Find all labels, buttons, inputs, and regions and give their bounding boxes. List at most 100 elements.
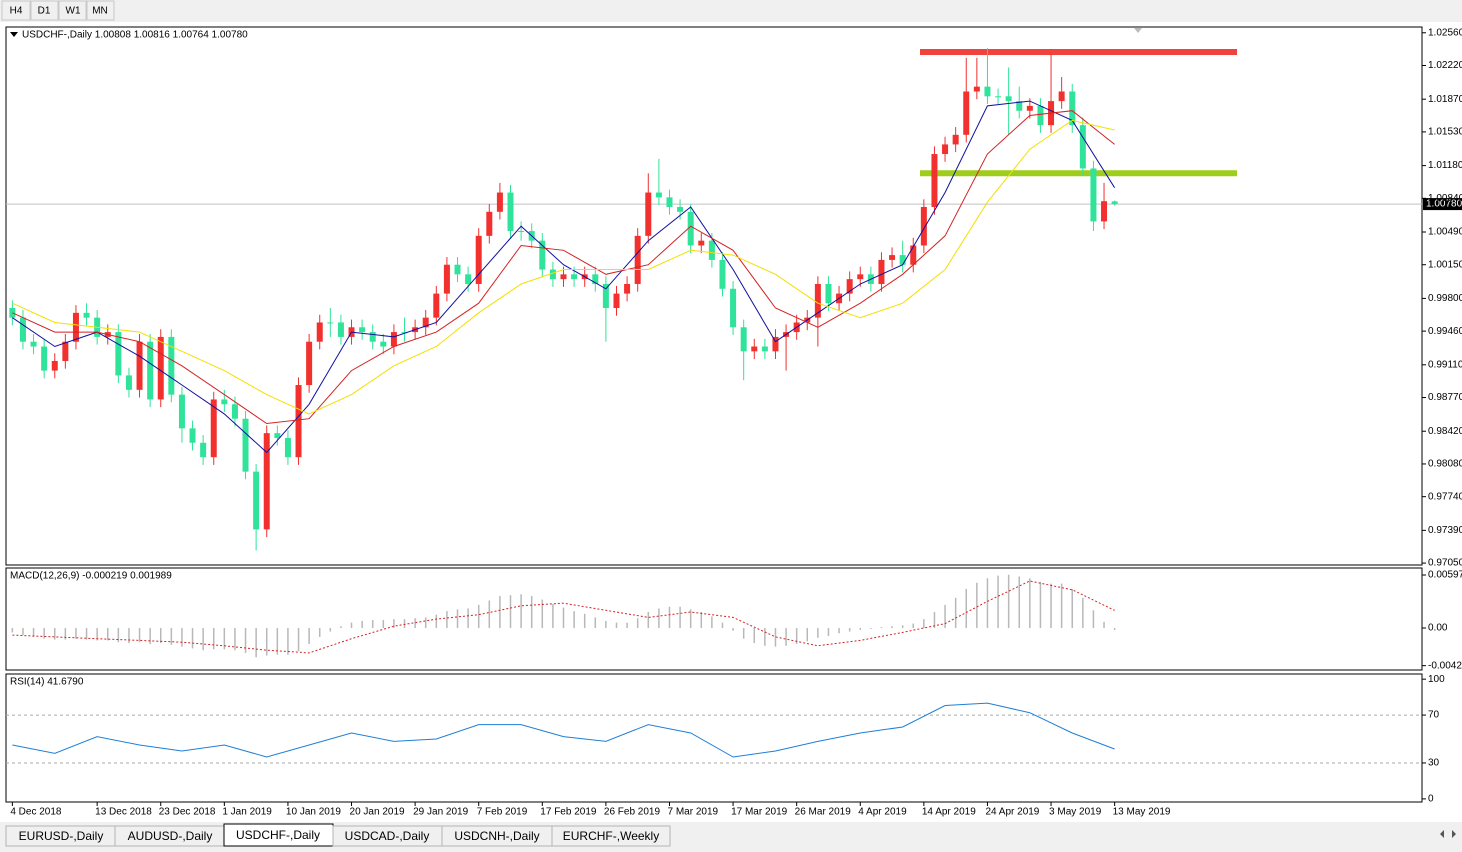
x-tick-label: 23 Dec 2018 <box>159 807 216 818</box>
y-tick-label: 0.97050 <box>1428 558 1462 569</box>
macd-bar <box>350 622 353 629</box>
candle-body <box>401 332 408 334</box>
tab[interactable]: USDCNH-,Daily <box>441 825 553 847</box>
x-tick-label: 13 May 2019 <box>1113 807 1171 818</box>
tab-label: EURCHF-,Weekly <box>563 829 659 843</box>
period-button[interactable]: H4 <box>1 0 31 21</box>
candle-body <box>899 255 906 265</box>
candle-body <box>306 341 313 386</box>
macd-bar <box>106 628 109 641</box>
candle-body <box>221 399 228 405</box>
macd-bar <box>11 628 14 633</box>
tab[interactable]: AUDUSD-,Daily <box>114 825 225 847</box>
macd-bar <box>827 628 830 636</box>
macd-bar <box>583 613 586 629</box>
macd-bar <box>170 628 173 645</box>
panel-title: USDCHF-,Daily 1.00808 1.00816 1.00764 1.… <box>22 30 248 41</box>
y-tick-label: 0.98420 <box>1428 426 1462 437</box>
macd-bar <box>202 628 204 651</box>
macd-bar <box>22 628 24 636</box>
y-tick-label: 1.02220 <box>1428 60 1462 71</box>
candle-body <box>814 283 821 318</box>
signal-line <box>12 580 1115 654</box>
tab[interactable]: EURUSD-,Daily <box>5 825 116 847</box>
macd-bar <box>361 620 363 629</box>
macd-bar <box>880 627 883 629</box>
candle-body <box>41 346 48 371</box>
last-price-box <box>1423 198 1462 211</box>
macd-bar <box>1007 574 1010 629</box>
y-tick-label: 1.00490 <box>1428 227 1462 238</box>
candle-body <box>115 332 122 376</box>
candle-body <box>1037 105 1044 126</box>
macd-bar <box>85 628 88 640</box>
candle-body <box>337 322 344 337</box>
candle-body <box>178 394 185 429</box>
macd-bar <box>181 628 183 647</box>
candle-body <box>263 433 270 530</box>
candle-body <box>761 346 768 352</box>
title-arrow <box>10 32 18 37</box>
candle-body <box>9 308 16 318</box>
macd-bar <box>456 609 459 629</box>
candle-body <box>433 293 440 318</box>
tab[interactable]: EURCHF-,Weekly <box>551 825 671 847</box>
y-tick-label: 0.99460 <box>1428 326 1462 337</box>
macd-bar <box>393 619 395 629</box>
period-button[interactable]: MN <box>86 0 115 21</box>
y-tick-label: 1.02560 <box>1428 27 1462 38</box>
candle-body <box>189 428 196 443</box>
tab[interactable]: USDCAD-,Daily <box>332 825 443 847</box>
y-tick-label: 70 <box>1428 710 1440 721</box>
y-tick-label: 1.01180 <box>1428 160 1462 171</box>
candle-body <box>1005 96 1012 102</box>
macd-bar <box>742 628 745 639</box>
candle-body <box>549 269 556 280</box>
y-tick-label: 0.00 <box>1428 623 1448 634</box>
macd-bar <box>870 628 872 629</box>
candle-body <box>380 341 387 347</box>
x-tick-label: 1 Jan 2019 <box>222 807 272 818</box>
candle-body <box>740 327 747 352</box>
panel-title: RSI(14) 41.6790 <box>10 677 84 688</box>
tab-active[interactable]: USDCHF-,Daily <box>223 823 334 847</box>
candle-body <box>571 274 578 280</box>
scroll-left[interactable] <box>1440 830 1444 838</box>
candle-body <box>295 385 302 458</box>
candle-body <box>253 471 260 530</box>
macd-bar <box>838 628 840 634</box>
candle-body <box>931 154 938 207</box>
y-tick-label: 0.99800 <box>1428 293 1462 304</box>
candle-body <box>560 274 567 280</box>
macd-bar <box>265 628 268 656</box>
macd-bar <box>32 628 35 637</box>
macd-bar <box>721 622 724 629</box>
x-tick-label: 14 Apr 2019 <box>922 807 976 818</box>
scroll-right[interactable] <box>1452 830 1456 838</box>
x-tick-label: 7 Feb 2019 <box>477 807 528 818</box>
macd-bar <box>806 628 809 642</box>
macd-bar <box>700 612 703 629</box>
macd-bar <box>1060 583 1063 629</box>
candle-body <box>1101 201 1108 222</box>
moving-average <box>12 110 1115 425</box>
macd-bar <box>753 628 756 644</box>
y-tick-label: 100 <box>1428 674 1445 685</box>
candle-body <box>973 86 980 92</box>
candle-body <box>624 283 631 294</box>
candle-body <box>62 341 69 361</box>
macd-bar <box>732 628 734 631</box>
candle-body <box>708 240 715 260</box>
period-button[interactable]: W1 <box>58 0 87 21</box>
period-button[interactable]: D1 <box>30 0 59 21</box>
candle-body <box>984 86 991 97</box>
candle-body <box>465 274 472 284</box>
candle-body <box>125 375 132 390</box>
candle-body <box>1090 168 1097 222</box>
candle-body <box>772 336 779 352</box>
candle-body <box>952 134 959 145</box>
macd-bar <box>403 619 406 629</box>
macd-bar <box>467 608 469 629</box>
macd-bar <box>859 628 862 630</box>
